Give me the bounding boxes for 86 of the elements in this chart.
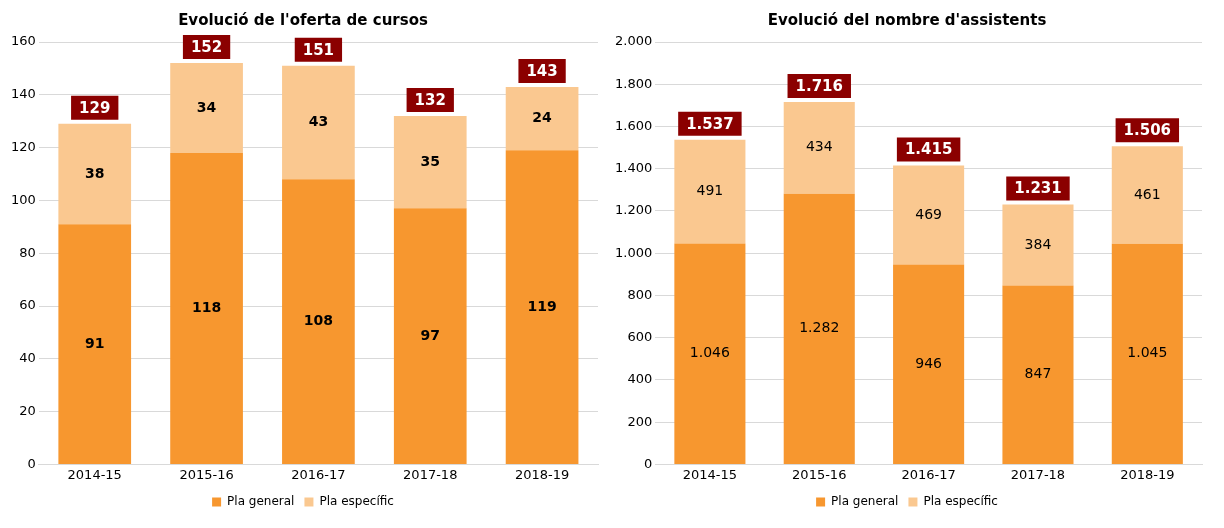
y-tick-label: 1.200 bbox=[615, 202, 653, 218]
data-label: 108 bbox=[303, 312, 334, 329]
bar bbox=[893, 165, 965, 265]
y-tick-label: 1.800 bbox=[615, 75, 653, 91]
x-tick-label: 2014-15 bbox=[682, 466, 738, 482]
bar bbox=[1111, 243, 1183, 464]
x-tick-label: 2016-17 bbox=[291, 466, 346, 482]
data-label: 847 bbox=[1024, 365, 1052, 382]
y-tick-label: 0 bbox=[27, 455, 36, 471]
chart-title: Evolució del nombre d'assistents bbox=[767, 10, 1047, 29]
data-label: 91 bbox=[84, 334, 105, 351]
data-label: 1.046 bbox=[689, 344, 731, 361]
data-label: 43 bbox=[308, 113, 329, 130]
data-label: 946 bbox=[915, 354, 943, 371]
data-label: 24 bbox=[532, 109, 553, 126]
y-tick-label: 100 bbox=[10, 191, 36, 207]
x-tick-label: 2015-16 bbox=[179, 466, 234, 482]
data-label: 34 bbox=[196, 98, 217, 115]
bar bbox=[1111, 146, 1183, 244]
total-label: 152 bbox=[190, 38, 223, 57]
total-label: 1.231 bbox=[1014, 179, 1062, 198]
total-label: 143 bbox=[526, 61, 558, 80]
data-label: 119 bbox=[527, 297, 557, 314]
x-tick-label: 2015-16 bbox=[792, 466, 847, 482]
data-label: 491 bbox=[696, 182, 724, 199]
legend-label: Pla específic bbox=[319, 494, 394, 509]
bar bbox=[58, 123, 132, 225]
y-tick-label: 160 bbox=[10, 33, 36, 49]
bar bbox=[783, 193, 855, 464]
legend-label: Pla específic bbox=[923, 494, 998, 509]
chart-title: Evolució de l'oferta de cursos bbox=[178, 10, 428, 29]
bar bbox=[505, 86, 579, 151]
y-tick-label: 2.000 bbox=[615, 33, 653, 49]
bar bbox=[674, 139, 746, 244]
y-tick-label: 600 bbox=[627, 329, 653, 345]
bar bbox=[674, 243, 746, 464]
legend-label: Pla general bbox=[227, 494, 295, 509]
y-tick-label: 1.000 bbox=[615, 244, 653, 260]
y-tick-label: 400 bbox=[627, 371, 653, 387]
data-label: 35 bbox=[420, 152, 440, 169]
bar bbox=[282, 179, 355, 464]
data-label: 1.045 bbox=[1127, 344, 1168, 361]
y-tick-label: 200 bbox=[627, 413, 653, 429]
y-tick-label: 20 bbox=[19, 402, 36, 418]
y-tick-label: 140 bbox=[10, 86, 36, 102]
x-tick-label: 2014-15 bbox=[67, 466, 122, 482]
data-label: 469 bbox=[915, 205, 942, 222]
y-tick-label: 0 bbox=[643, 455, 653, 471]
bar bbox=[170, 63, 243, 153]
x-tick-label: 2017-18 bbox=[403, 466, 458, 482]
data-label: 38 bbox=[84, 164, 105, 181]
total-label: 1.537 bbox=[686, 114, 734, 133]
data-label: 97 bbox=[420, 326, 440, 343]
x-tick-label: 2018-19 bbox=[514, 466, 570, 482]
y-tick-label: 1.600 bbox=[615, 117, 653, 133]
bar bbox=[58, 224, 132, 464]
bar bbox=[282, 65, 355, 180]
data-label: 118 bbox=[191, 299, 222, 316]
x-tick-label: 2016-17 bbox=[901, 466, 956, 482]
bar bbox=[783, 101, 855, 194]
y-tick-label: 800 bbox=[627, 286, 653, 302]
bar bbox=[393, 115, 467, 209]
bar bbox=[393, 208, 467, 464]
x-tick-label: 2017-18 bbox=[1010, 466, 1066, 482]
bar bbox=[893, 264, 965, 464]
data-label: 461 bbox=[1133, 185, 1161, 202]
bar bbox=[1002, 204, 1074, 286]
total-label: 132 bbox=[414, 90, 446, 109]
data-label: 384 bbox=[1024, 235, 1052, 252]
bar bbox=[1002, 285, 1074, 464]
data-label: 434 bbox=[805, 138, 833, 155]
x-tick-label: 2018-19 bbox=[1120, 466, 1175, 482]
total-label: 1.506 bbox=[1123, 121, 1172, 140]
bar bbox=[505, 150, 579, 464]
legend-label: Pla general bbox=[831, 494, 899, 509]
y-tick-label: 1.400 bbox=[615, 160, 653, 176]
total-label: 1.716 bbox=[795, 76, 843, 95]
total-label: 129 bbox=[79, 98, 111, 117]
total-label: 151 bbox=[302, 40, 335, 59]
y-tick-label: 80 bbox=[19, 244, 36, 260]
total-label: 1.415 bbox=[904, 140, 953, 159]
y-tick-label: 60 bbox=[19, 297, 36, 313]
y-tick-label: 120 bbox=[10, 138, 36, 154]
bar bbox=[170, 152, 243, 464]
y-tick-label: 40 bbox=[19, 350, 36, 366]
data-label: 1.282 bbox=[799, 319, 840, 336]
